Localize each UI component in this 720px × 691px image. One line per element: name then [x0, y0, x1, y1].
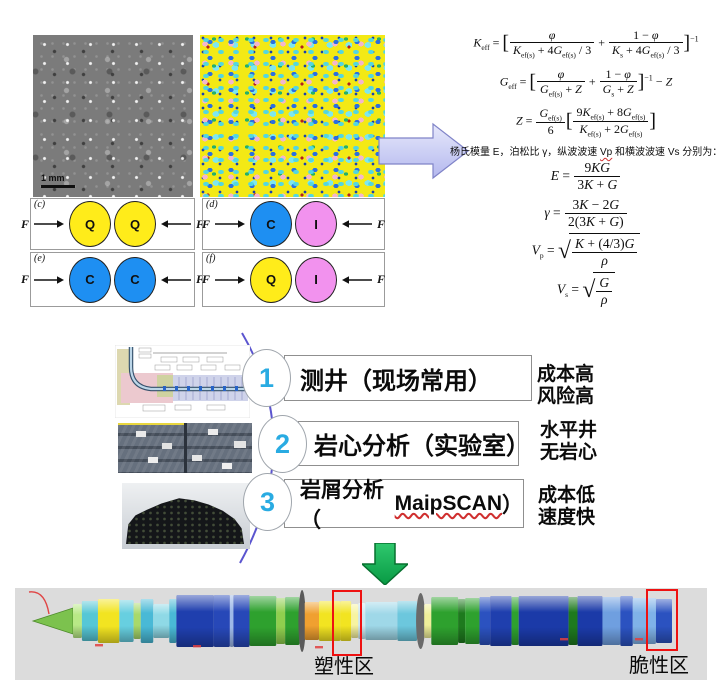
- force-arrow-icon: [215, 275, 245, 284]
- panel-label: (d): [206, 199, 218, 210]
- grain-panel-f: (f) F Q I F: [202, 252, 385, 307]
- grain-circle: C: [114, 256, 156, 303]
- core-samples-image: [118, 423, 252, 473]
- formula-vp: Vp = √ K + (4/3)G ρ: [452, 233, 720, 269]
- force-arrow-icon: [34, 220, 64, 228]
- note-line: 成本高: [537, 364, 595, 385]
- grain-circle: C: [250, 201, 292, 247]
- force-label: F: [196, 272, 205, 286]
- formula-z: Z = Gef(s) 6[9Kef(s) + 8Gef(s) Kef(s) + 2G…: [515, 105, 657, 139]
- force-label: F: [201, 216, 210, 231]
- down-arrow-icon: [362, 543, 408, 585]
- brittle-zone-label: 脆性区: [629, 655, 689, 677]
- grain-panel-d: (d) F C I F: [202, 198, 385, 250]
- grain-circle: I: [295, 201, 337, 247]
- cuttings-powder-image: [122, 483, 250, 549]
- step-note-1: 成本高 风险高: [537, 364, 594, 409]
- step-box-3: 岩屑分析（ MaipSCAN）: [284, 479, 524, 532]
- sem-grayscale-image: 1 mm: [33, 35, 193, 197]
- note-line: 风险高: [537, 386, 595, 408]
- step-note-3: 成本低 速度快: [538, 485, 595, 530]
- drillstring-3d-image: [28, 590, 672, 652]
- force-label: F: [196, 216, 205, 231]
- grain-circle: Q: [114, 201, 156, 247]
- plastic-zone-label: 塑性区: [314, 656, 374, 678]
- grain-panel-c: (c) F Q Q F: [21, 198, 204, 250]
- grain-circle: C: [69, 256, 111, 303]
- grain-contact-panels: (c) F Q Q F (d) F C I F (e) F C C F (f) F Q I F: [21, 198, 385, 307]
- force-label: F: [20, 216, 29, 231]
- force-label: F: [20, 272, 29, 286]
- scale-bar-label: 1 mm: [41, 173, 65, 183]
- force-arrow-icon: [34, 275, 64, 284]
- step-box-2: 岩心分析（实验室）: [298, 421, 530, 466]
- vs-term: Vs: [667, 147, 680, 158]
- note-line: 速度快: [538, 507, 596, 529]
- drillstring-visualization-panel: 塑性区 脆性区: [15, 588, 707, 680]
- plastic-zone-box: [332, 590, 362, 656]
- step-title: 岩心分析（实验室）: [314, 433, 530, 460]
- force-arrow-icon: [161, 275, 191, 284]
- force-label: F: [377, 216, 386, 231]
- note-line: 成本低: [538, 485, 596, 506]
- formula-block: 杨氏模量 E，泊松比 γ，纵波波速 Vp 和横波波速 Vs 分别为： Keff …: [450, 20, 720, 320]
- well-logging-schematic-image: [115, 345, 250, 418]
- formula-keff: Keff = [φ Kef(s) + 4Gef(s) / 3 + 1 − φ Ks …: [473, 28, 699, 60]
- force-arrow-icon: [342, 220, 372, 228]
- powder-pile: [126, 498, 244, 544]
- step-brand: MaipSCAN: [394, 491, 502, 515]
- grain-circle: I: [295, 256, 337, 303]
- force-label: F: [201, 272, 210, 286]
- formula-gamma: γ = 3K − 2G 2(3K + G): [452, 197, 720, 230]
- force-arrow-icon: [342, 275, 372, 284]
- grain-circle: Q: [250, 256, 292, 303]
- note-line: 水平井: [540, 420, 598, 441]
- step-title-suffix: ）: [502, 493, 523, 517]
- force-arrow-icon: [161, 220, 191, 228]
- step-box-1: 测井（现场常用）: [284, 355, 532, 401]
- panel-label: (c): [34, 199, 46, 210]
- vp-term: Vp: [600, 147, 613, 158]
- brittle-zone-box: [646, 589, 678, 651]
- mineral-map-image: [200, 35, 385, 197]
- panel-label: (f): [206, 253, 216, 264]
- force-arrow-icon: [215, 220, 245, 228]
- panel-label: (e): [34, 253, 46, 264]
- step-note-2: 水平井 无岩心: [540, 420, 597, 465]
- note-line: 无岩心: [540, 442, 598, 464]
- force-label: F: [377, 272, 386, 286]
- step-title: 测井（现场常用）: [300, 367, 492, 395]
- grain-circle: Q: [69, 201, 111, 247]
- moduli-intro-text: 杨氏模量 E，泊松比 γ，纵波波速 Vp 和横波波速 Vs 分别为：: [450, 147, 720, 158]
- grain-panel-e: (e) F C C F: [21, 252, 204, 307]
- right-block-arrow-icon: [378, 122, 469, 180]
- formula-geff: Geff = [φ Gef(s) + Z + 1 − φ Gs + Z]−1 − Z: [499, 67, 673, 99]
- scale-bar: [41, 185, 75, 188]
- formula-E: E = 9KG 3K + G: [452, 160, 720, 193]
